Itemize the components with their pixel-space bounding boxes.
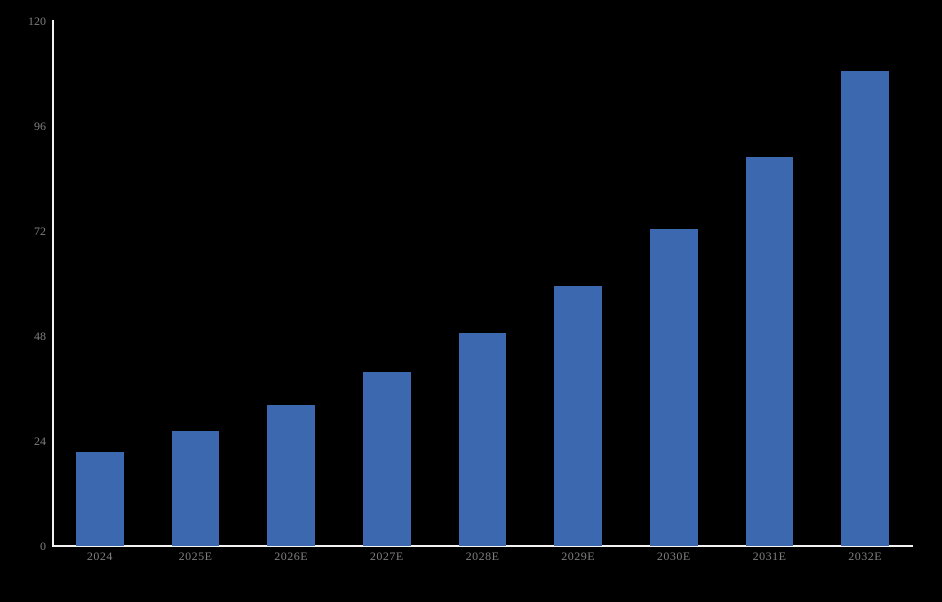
y-tick-label: 48 xyxy=(34,329,46,343)
bar xyxy=(841,71,890,546)
y-tick-label: 0 xyxy=(40,539,46,553)
x-tick-label: 2030E xyxy=(656,549,691,563)
bar xyxy=(458,333,507,546)
bar xyxy=(745,156,794,546)
y-tick-label: 120 xyxy=(28,14,46,28)
y-tick-label: 72 xyxy=(34,224,46,238)
y-axis-line xyxy=(52,20,54,547)
x-tick-label: 2026E xyxy=(274,549,309,563)
x-tick-label: 2027E xyxy=(369,549,404,563)
bar xyxy=(171,430,220,546)
x-axis-line xyxy=(52,545,913,547)
x-tick-label: 2032E xyxy=(848,549,883,563)
bar xyxy=(362,372,411,546)
x-tick-label: 2024 xyxy=(86,549,113,563)
bar xyxy=(649,229,698,546)
x-tick-label: 2028E xyxy=(465,549,500,563)
x-tick-label: 2029E xyxy=(561,549,596,563)
y-tick-label: 24 xyxy=(34,434,46,448)
bar xyxy=(554,286,603,546)
bar xyxy=(267,404,316,546)
bar xyxy=(75,451,124,546)
y-tick-label: 96 xyxy=(34,119,46,133)
x-tick-label: 2025E xyxy=(178,549,213,563)
x-tick-label: 2031E xyxy=(752,549,787,563)
